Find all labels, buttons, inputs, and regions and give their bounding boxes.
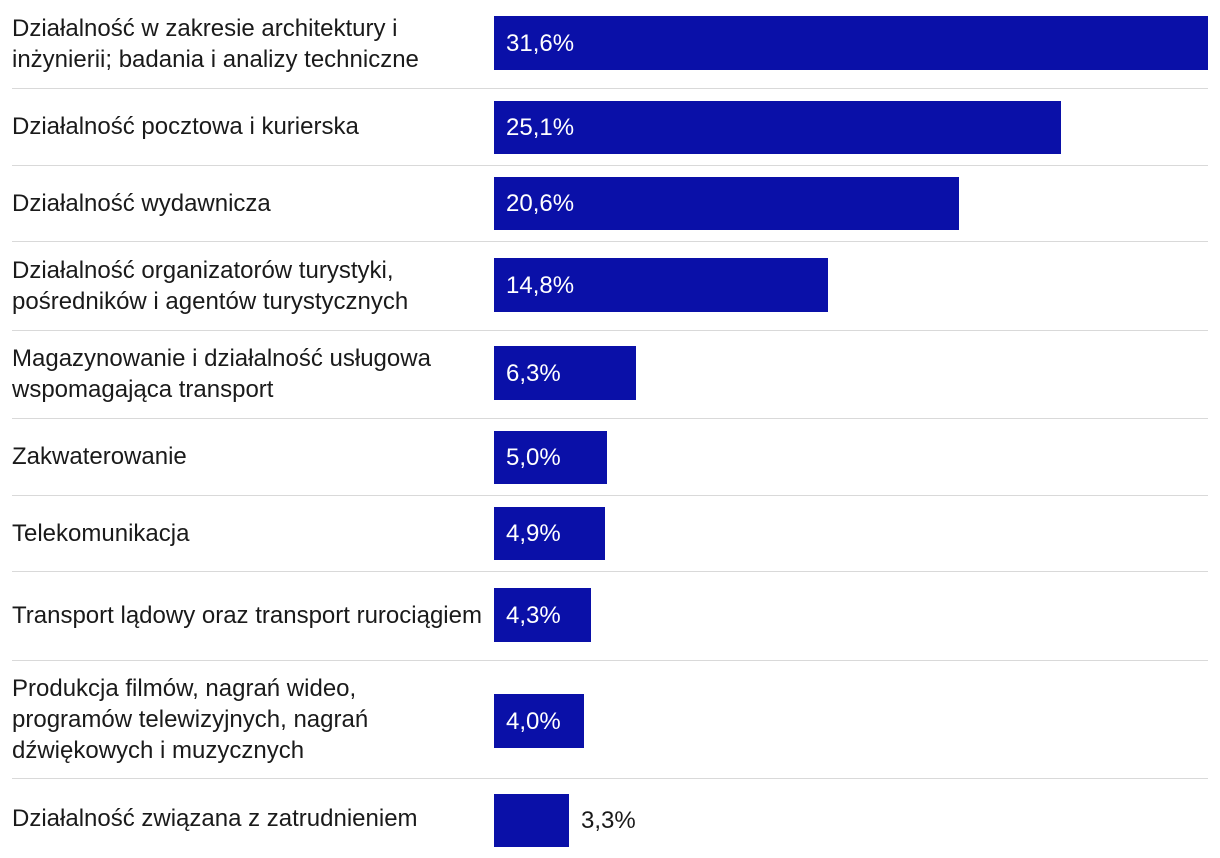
bar — [494, 694, 584, 748]
row-divider — [12, 241, 1208, 242]
category-label: Magazynowanie i działalność usługowa wsp… — [12, 345, 431, 403]
row-divider — [12, 571, 1208, 572]
bar — [494, 794, 569, 847]
bar — [494, 177, 959, 230]
row-divider — [12, 778, 1208, 779]
category-label: Działalność organizatorów turystyki, poś… — [12, 256, 409, 315]
row-divider — [12, 495, 1208, 496]
bar — [494, 16, 1208, 70]
bar — [494, 258, 828, 312]
value-label: 4,0% — [506, 707, 561, 735]
value-label: 5,0% — [506, 444, 561, 471]
category-label: Działalność w zakresie architektury i in… — [12, 15, 419, 73]
bar — [494, 346, 636, 400]
row-divider — [12, 660, 1208, 661]
row-divider — [12, 165, 1208, 166]
row-divider — [12, 418, 1208, 419]
category-label: Zakwaterowanie — [12, 443, 187, 470]
value-label: 4,9% — [506, 520, 561, 547]
row-divider — [12, 88, 1208, 89]
category-label: Działalność wydawnicza — [12, 189, 271, 217]
bar — [494, 507, 605, 560]
category-label: Telekomunikacja — [12, 519, 190, 547]
category-label: Działalność pocztowa i kurierska — [12, 113, 359, 140]
bar — [494, 431, 607, 484]
value-label: 14,8% — [506, 271, 575, 299]
value-label: 6,3% — [506, 359, 561, 387]
category-label: Transport lądowy oraz transport rurociąg… — [12, 602, 482, 629]
row-divider — [12, 330, 1208, 331]
value-label: 25,1% — [506, 114, 575, 141]
bar — [494, 588, 591, 642]
value-label: 4,3% — [506, 601, 561, 629]
value-label: 31,6% — [506, 29, 575, 57]
value-label: 20,6% — [506, 190, 575, 217]
value-label: 3,3% — [581, 807, 636, 834]
category-label: Produkcja filmów, nagrań wideo, programó… — [12, 674, 369, 764]
bar — [494, 101, 1061, 154]
category-label: Działalność związana z zatrudnieniem — [12, 804, 418, 832]
